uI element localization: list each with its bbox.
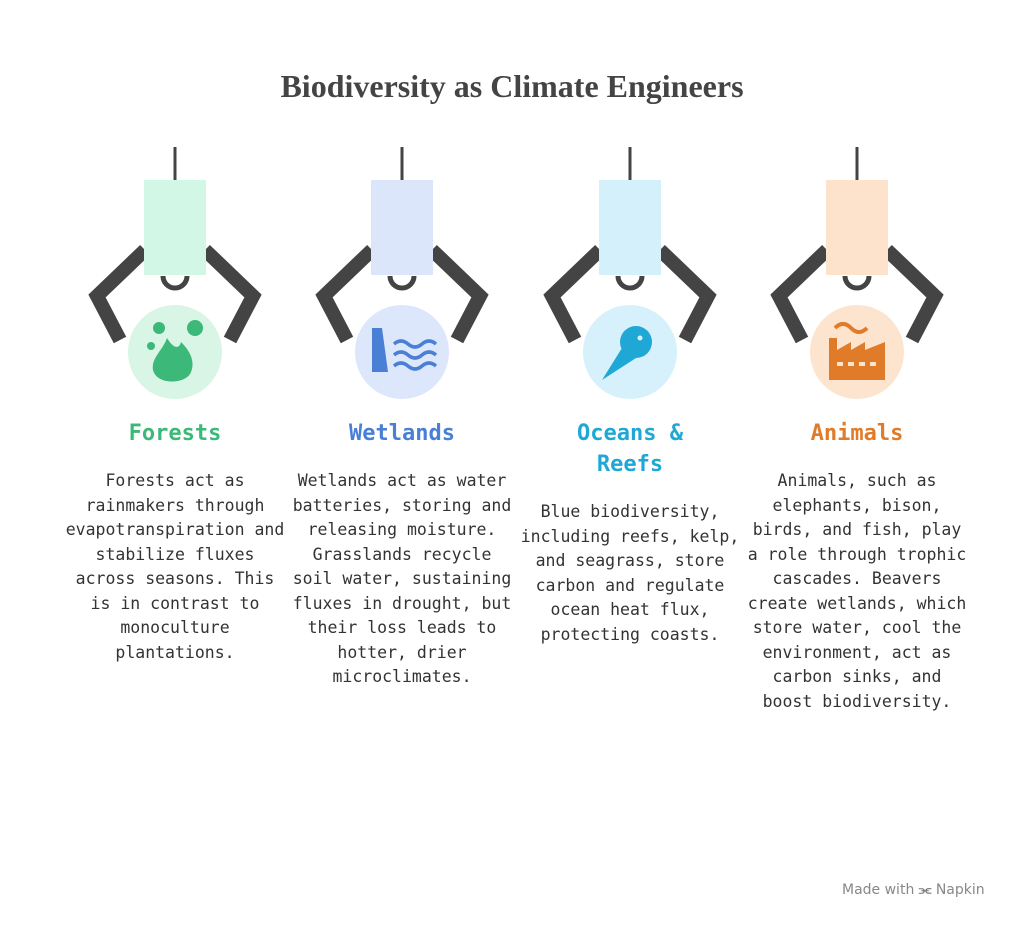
icon-part: [837, 362, 843, 366]
brand-name: Napkin: [935, 882, 985, 898]
item-title: Wetlands: [349, 421, 455, 446]
claw: [543, 244, 605, 344]
hook: [160, 275, 190, 291]
icon-part: [870, 362, 876, 366]
icon-part: [829, 338, 885, 380]
claw: [88, 244, 150, 344]
icon-part: [152, 338, 193, 382]
column: Wetlands Wetlands act as water batteries…: [287, 418, 517, 690]
column: Forests Forests act as rainmakers throug…: [60, 418, 290, 665]
item-title: Oceans & Reefs: [577, 421, 683, 477]
icon-part: [392, 350, 438, 360]
icon: [372, 328, 438, 372]
column: Oceans & Reefs Blue biodiversity, includ…: [515, 418, 745, 647]
claw: [882, 244, 944, 344]
claw: [655, 244, 717, 344]
claw: [200, 244, 262, 344]
icon-part: [392, 361, 438, 371]
brand: ⫘: [918, 882, 932, 898]
icon-part: [147, 342, 155, 350]
column: Animals Animals, such as elephants, biso…: [742, 418, 972, 714]
hook: [842, 275, 872, 291]
icon-part: [620, 326, 652, 358]
hook: [387, 275, 417, 291]
grabber-body: [826, 180, 888, 275]
icon-part: [602, 348, 636, 380]
icon-part: [392, 339, 438, 349]
item-text: Forests act as rainmakers through evapot…: [65, 471, 285, 662]
item-title: Forests: [128, 421, 222, 446]
hook: [615, 275, 645, 291]
icon: [147, 320, 203, 382]
grabber-body: [371, 180, 433, 275]
icon-part: [859, 362, 865, 366]
title: Biodiversity as Climate Engineers: [280, 68, 744, 104]
item-title: Animals: [810, 421, 904, 446]
grabber-body: [144, 180, 206, 275]
icon-part: [833, 322, 869, 334]
footer: Made with ⫘ Napkin: [842, 882, 985, 898]
item-text: Animals, such as elephants, bison, birds…: [747, 471, 967, 711]
icon-part: [187, 320, 203, 336]
claw: [315, 244, 377, 344]
icon-part: [848, 362, 854, 366]
icon-part: [637, 335, 643, 341]
grabber-body: [599, 180, 661, 275]
item-text: Blue biodiversity, including reefs, kelp…: [520, 502, 740, 644]
claw: [427, 244, 489, 344]
icon-part: [153, 322, 165, 334]
icon-part: [372, 328, 388, 372]
footer-text: Made with: [842, 882, 915, 898]
icon: [602, 326, 652, 380]
item-text: Wetlands act as water batteries, storing…: [292, 471, 512, 686]
claw: [770, 244, 832, 344]
icon: [829, 322, 885, 380]
